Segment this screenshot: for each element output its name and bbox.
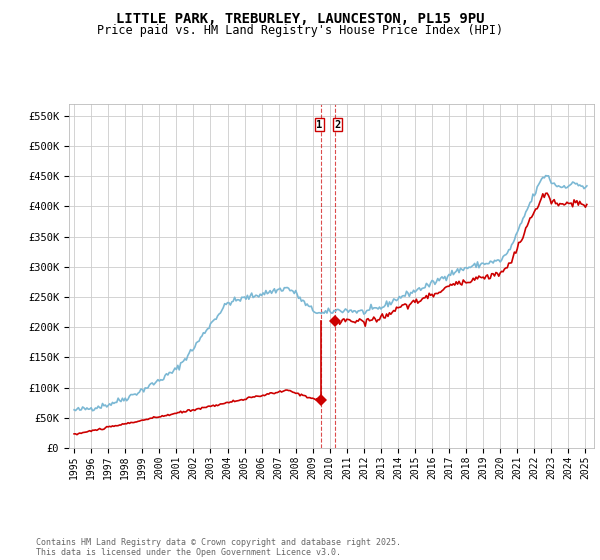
Text: 2: 2	[334, 120, 341, 130]
Text: LITTLE PARK, TREBURLEY, LAUNCESTON, PL15 9PU: LITTLE PARK, TREBURLEY, LAUNCESTON, PL15…	[116, 12, 484, 26]
Text: 1: 1	[316, 120, 322, 130]
Text: Contains HM Land Registry data © Crown copyright and database right 2025.
This d: Contains HM Land Registry data © Crown c…	[36, 538, 401, 557]
Text: Price paid vs. HM Land Registry's House Price Index (HPI): Price paid vs. HM Land Registry's House …	[97, 24, 503, 36]
